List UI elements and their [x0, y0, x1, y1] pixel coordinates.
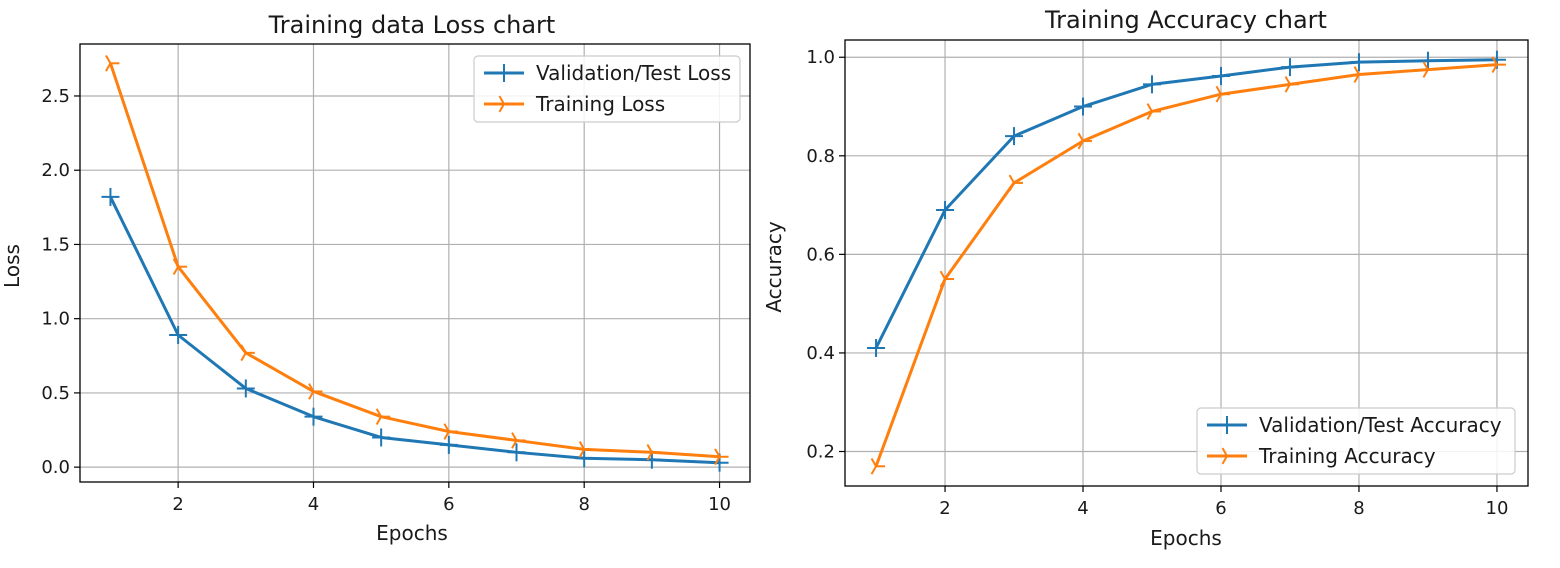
chart-2: 2 4 6 8 10 0.2 0.4 0.6 0.8 1.0 Training Accuracy c…: [762, 6, 1529, 550]
data-point: [236, 379, 255, 398]
y-tick-label: 1.5: [41, 234, 70, 255]
plot-frame: [844, 39, 1529, 487]
legend-entry: Validation/Test Loss: [484, 61, 731, 85]
chart-1: 2 4 6 8 10 0.0 0.5 1.0 1.5 2.0 2.5 Training data Lo…: [0, 11, 751, 545]
data-point: [372, 428, 391, 447]
y-tick-label: 0.8: [806, 146, 835, 167]
data-point: [936, 201, 955, 220]
legend-label: Training Accuracy: [1258, 444, 1436, 468]
data-point: [1280, 58, 1299, 77]
legend-marker: [1221, 447, 1236, 465]
data-point: [646, 443, 661, 461]
legend-entry: Training Accuracy: [1207, 444, 1436, 468]
legend-label: Validation/Test Accuracy: [1259, 413, 1502, 437]
x-axis-label: Epochs: [376, 521, 448, 545]
data-point: [1215, 85, 1230, 103]
data-point: [172, 258, 188, 276]
y-tick-label: 1.0: [41, 309, 70, 330]
series-line: [109, 62, 720, 459]
y-tick-label: 0.0: [41, 457, 70, 478]
data-point: [1074, 97, 1093, 116]
data-point: [867, 339, 886, 358]
y-tick-label: 1.0: [806, 47, 835, 68]
data-point: [1491, 56, 1506, 73]
x-tick-label: 6: [443, 494, 454, 515]
x-tick-label: 10: [708, 494, 731, 515]
data-point: [575, 449, 594, 468]
series-line: [874, 63, 1498, 467]
y-tick-label: 0.6: [806, 244, 835, 265]
x-tick-label: 6: [1215, 498, 1226, 519]
chart-title: Training data Loss chart: [268, 11, 556, 39]
x-tick-label: 4: [1077, 498, 1088, 519]
legend-marker: [1218, 416, 1236, 434]
x-tick-label: 2: [939, 498, 950, 519]
y-tick-label: 0.4: [806, 343, 835, 364]
data-point: [870, 457, 886, 475]
x-tick-label: 4: [308, 494, 319, 515]
data-point: [578, 441, 594, 458]
x-axis-ticks: 2 4 6 8 10: [939, 486, 1508, 519]
data-point: [1353, 66, 1368, 83]
data-point: [240, 344, 255, 362]
data-point: [939, 270, 955, 288]
legend-label: Training Loss: [535, 92, 665, 116]
data-point: [507, 443, 526, 462]
y-axis-ticks: 0.2 0.4 0.6 0.8 1.0: [806, 47, 845, 463]
series-2: [870, 56, 1506, 475]
y-axis-label: Loss: [0, 244, 24, 288]
legend-entry: Validation/Test Accuracy: [1207, 413, 1502, 437]
x-tick-label: 8: [578, 494, 589, 515]
data-point: [308, 383, 323, 400]
x-tick-label: 8: [1353, 498, 1364, 519]
data-point: [304, 407, 323, 426]
data-point: [1146, 103, 1162, 120]
y-tick-label: 0.5: [41, 383, 70, 404]
legend-entry: Training Loss: [484, 92, 665, 116]
data-point: [714, 448, 729, 466]
legend-marker: [498, 95, 513, 113]
legend-label: Validation/Test Loss: [536, 61, 731, 85]
data-point: [1211, 66, 1230, 85]
series-line: [874, 58, 1497, 349]
plot-frame: [79, 43, 751, 483]
legend-box: [1196, 407, 1516, 475]
data-point: [1008, 174, 1024, 192]
data-point: [1143, 75, 1162, 94]
data-point: [169, 326, 188, 345]
series-2: [105, 54, 729, 466]
data-point: [101, 187, 120, 206]
legend-marker: [495, 64, 513, 82]
data-point: [1418, 51, 1437, 70]
legend: Validation/Test Accuracy Training Accurac…: [1196, 407, 1516, 475]
data-point: [105, 54, 120, 72]
data-point: [375, 408, 391, 425]
legend-box: [473, 55, 741, 123]
data-point: [439, 435, 458, 454]
data-point: [1422, 61, 1437, 78]
y-axis-ticks: 0.0 0.5 1.0 1.5 2.0 2.5: [41, 86, 80, 478]
data-point: [1005, 127, 1024, 146]
data-point: [511, 432, 526, 449]
y-tick-label: 2.0: [41, 160, 70, 181]
x-tick-label: 10: [1486, 498, 1509, 519]
x-tick-label: 2: [172, 494, 183, 515]
data-point: [1349, 53, 1368, 72]
y-axis-label: Accuracy: [762, 221, 786, 312]
y-tick-label: 0.2: [806, 442, 835, 463]
x-axis-label: Epochs: [1150, 526, 1222, 550]
y-tick-label: 2.5: [41, 86, 70, 107]
data-point: [1077, 132, 1093, 150]
series-line: [109, 196, 720, 465]
chart-title: Training Accuracy chart: [1044, 6, 1327, 34]
x-axis-ticks: 2 4 6 8 10: [172, 482, 731, 515]
data-point: [1284, 76, 1299, 93]
data-point: [443, 423, 458, 440]
legend: Validation/Test Loss Training Loss: [473, 55, 741, 123]
